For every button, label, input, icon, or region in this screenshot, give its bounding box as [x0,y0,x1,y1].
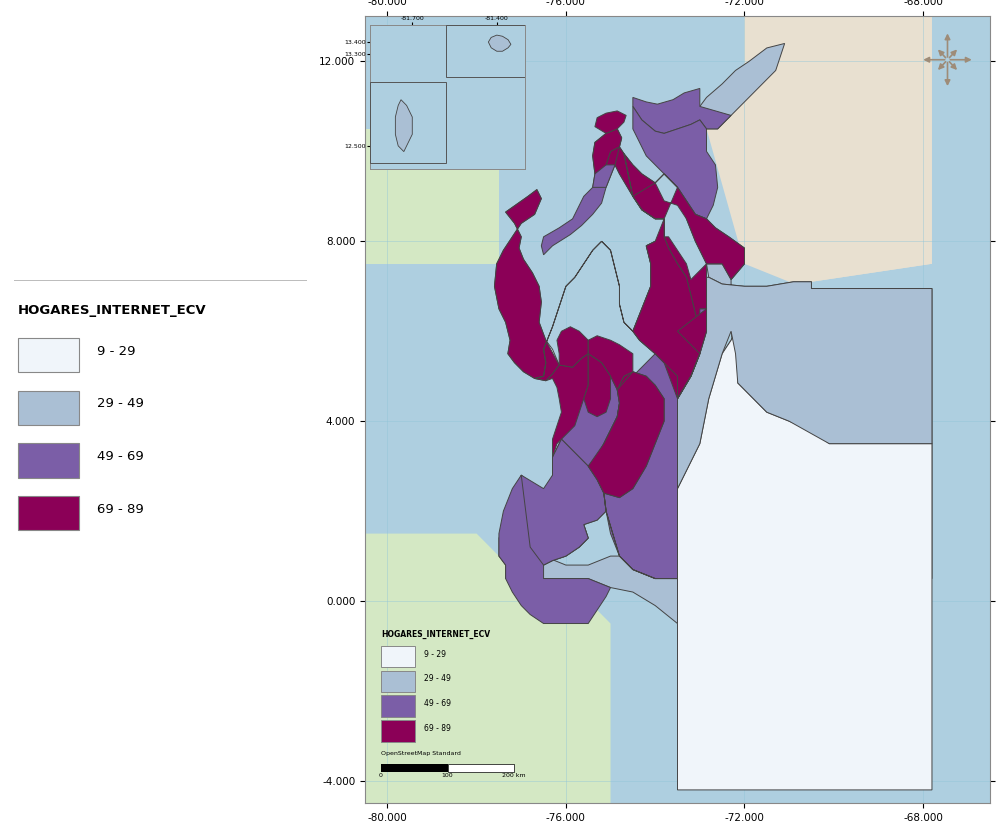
Text: 49 - 69: 49 - 69 [424,700,451,708]
Bar [18,443,79,478]
Text: OpenStreetMap Standard: OpenStreetMap Standard [381,751,461,756]
Text: 69 - 89: 69 - 89 [97,503,144,516]
Polygon shape [678,320,932,790]
Polygon shape [494,147,744,399]
Polygon shape [588,372,664,498]
Polygon shape [561,353,619,466]
Text: 200 km: 200 km [502,773,526,778]
Polygon shape [707,264,811,331]
Text: HOGARES_INTERNET_ECV: HOGARES_INTERNET_ECV [381,630,490,639]
Polygon shape [615,147,700,399]
Polygon shape [521,309,707,578]
Text: 9 - 29: 9 - 29 [97,344,136,358]
Text: 29 - 49: 29 - 49 [424,675,451,683]
Bar [381,671,415,692]
Polygon shape [588,309,707,578]
Polygon shape [633,88,731,133]
Polygon shape [593,129,622,174]
Bar [381,720,415,742]
Polygon shape [499,475,588,565]
Bar [18,496,79,531]
Bar [381,646,415,667]
Polygon shape [365,534,611,803]
Polygon shape [736,383,932,578]
Polygon shape [494,190,559,381]
Polygon shape [633,106,718,219]
Text: 69 - 89: 69 - 89 [424,724,451,733]
Text: 29 - 49: 29 - 49 [97,397,144,410]
Polygon shape [395,100,412,152]
Text: 9 - 29: 9 - 29 [424,650,446,658]
Text: HOGARES_INTERNET_ECV: HOGARES_INTERNET_ECV [18,303,207,316]
Polygon shape [736,383,932,803]
Polygon shape [499,475,611,624]
Polygon shape [588,335,633,390]
Polygon shape [557,327,588,368]
Polygon shape [593,129,622,187]
Text: 100: 100 [442,773,453,778]
Polygon shape [584,353,611,417]
Polygon shape [744,16,932,578]
Polygon shape [633,219,700,399]
Polygon shape [553,439,606,525]
Polygon shape [678,320,789,601]
Polygon shape [678,187,744,279]
Polygon shape [633,16,932,282]
Polygon shape [488,35,511,51]
Bar [18,391,79,425]
Polygon shape [731,288,932,443]
Bar [18,338,79,372]
Polygon shape [506,534,678,624]
Text: 49 - 69: 49 - 69 [97,450,144,463]
Text: 0: 0 [379,773,383,778]
Polygon shape [546,353,588,457]
Bar [381,695,415,717]
Polygon shape [365,129,499,264]
Polygon shape [678,278,932,489]
Polygon shape [541,147,619,255]
Polygon shape [595,111,626,133]
Polygon shape [700,44,785,129]
